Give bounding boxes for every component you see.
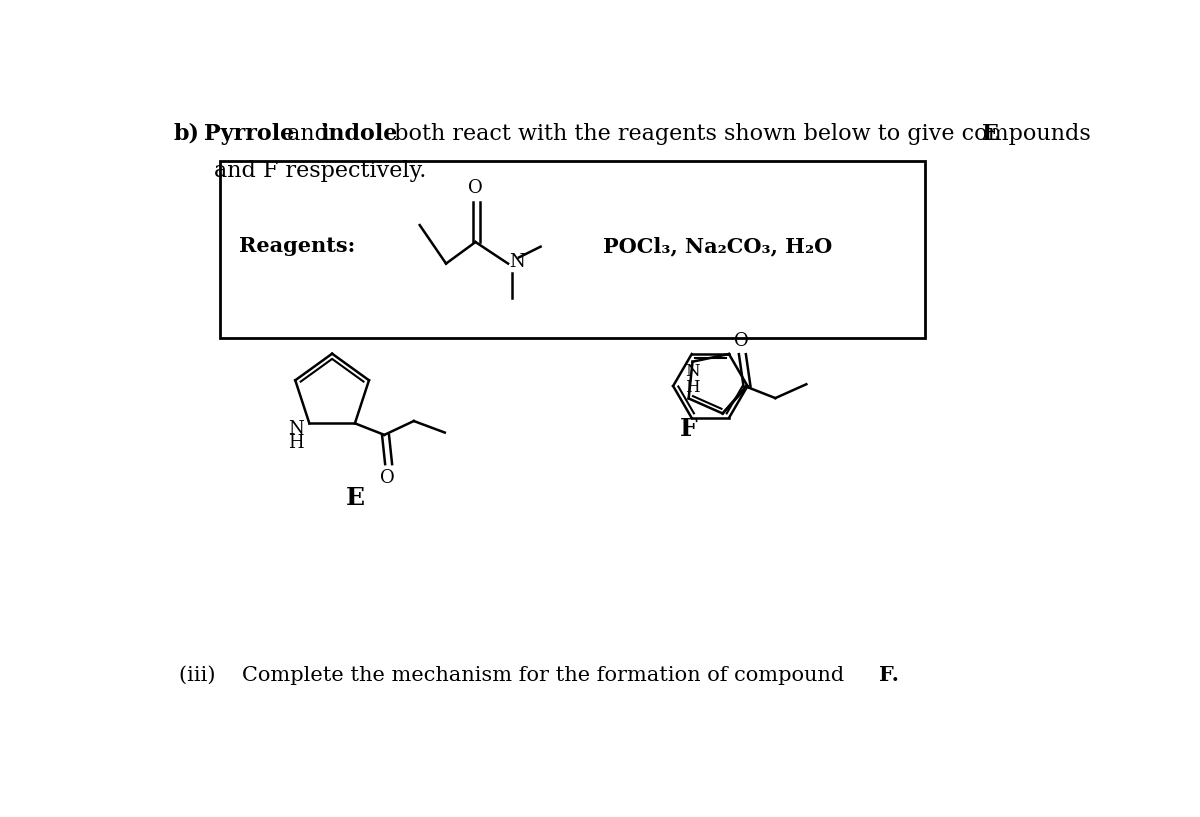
Text: O: O <box>468 180 482 198</box>
Text: (iii)    Complete the mechanism for the formation of compound: (iii) Complete the mechanism for the for… <box>180 665 851 685</box>
Text: indole: indole <box>320 123 398 145</box>
Text: and: and <box>281 123 336 145</box>
Text: and F respectively.: and F respectively. <box>214 159 426 181</box>
Text: F: F <box>679 417 697 441</box>
Text: H: H <box>685 378 700 395</box>
Text: Pyrrole: Pyrrole <box>204 123 294 145</box>
Text: both react with the reagents shown below to give compounds: both react with the reagents shown below… <box>388 123 1098 145</box>
Text: O: O <box>380 469 395 487</box>
Text: N: N <box>288 420 304 438</box>
Bar <box>220 161 925 338</box>
Text: N: N <box>510 253 526 271</box>
Text: O: O <box>734 333 749 350</box>
Text: b): b) <box>173 123 199 145</box>
Text: E: E <box>983 123 1000 145</box>
Text: E: E <box>346 486 365 510</box>
Text: POCl₃, Na₂CO₃, H₂O: POCl₃, Na₂CO₃, H₂O <box>604 236 833 256</box>
Text: N: N <box>685 364 700 380</box>
Text: F.: F. <box>878 665 899 685</box>
Text: Reagents:: Reagents: <box>239 236 355 256</box>
Text: H: H <box>288 434 304 452</box>
